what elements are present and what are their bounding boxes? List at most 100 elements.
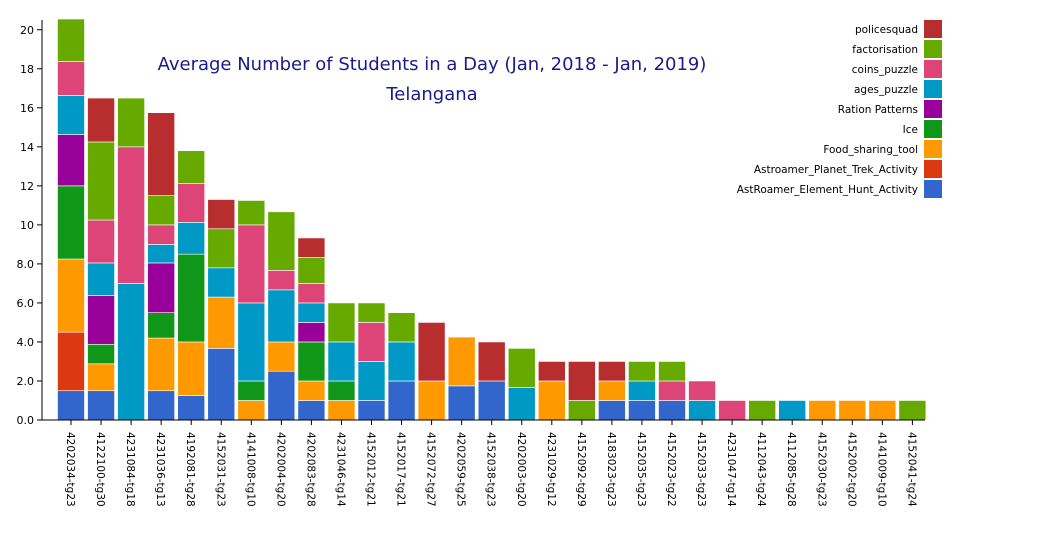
- x-tick-label: 4122100-tg30: [94, 432, 106, 507]
- bar-segment-factorisation-29: [898, 400, 927, 421]
- bar-segment-ages-puzzle-8: [267, 289, 296, 343]
- bar-segment-factorisation-21: [658, 361, 686, 382]
- bar-segment-food-sharing-tool-26: [808, 400, 837, 421]
- bar-segment-astroamer-element-hunt-activity-6: [207, 348, 236, 421]
- bar-segment-ration-patterns-4: [147, 262, 175, 313]
- bar-segment-ages-puzzle-22: [688, 400, 716, 421]
- x-tick-label: 4231047-tg14: [725, 432, 737, 507]
- x-tick-label: 4231036-tg13: [154, 432, 166, 507]
- legend-label-astroamer-planet-trek-activity: Astroamer_Planet_Trek_Activity: [754, 164, 918, 176]
- x-tick-label: 4152002-tg20: [845, 432, 857, 507]
- x-tick-label: 4231029-tg12: [545, 432, 557, 507]
- bar-segment-ages-puzzle-2: [87, 262, 115, 296]
- bar-segment-food-sharing-tool-5: [177, 341, 205, 396]
- bar-segment-ice-9: [297, 341, 326, 382]
- x-tick-label: 4183023-tg23: [605, 432, 617, 507]
- x-tick-label: 4152017-tg21: [395, 432, 407, 507]
- bar-segment-coins-puzzle-9: [297, 283, 326, 304]
- bar-segment-astroamer-element-hunt-activity-4: [147, 390, 175, 421]
- bar-segment-factorisation-10: [327, 302, 356, 343]
- bar-segment-astroamer-element-hunt-activity-9: [297, 400, 326, 421]
- x-tick-label: 4152072-tg27: [425, 432, 437, 507]
- x-tick-label: 4202059-tg25: [455, 432, 467, 507]
- x-tick-label: 4202004-tg20: [274, 432, 286, 507]
- bar-segment-food-sharing-tool-1: [57, 258, 85, 333]
- bar-segment-coins-puzzle-7: [237, 224, 266, 304]
- bar-segment-policesquad-4: [147, 112, 175, 196]
- bar-segment-food-sharing-tool-7: [237, 400, 266, 421]
- bar-segment-coins-puzzle-1: [57, 61, 85, 96]
- bar-segment-coins-puzzle-22: [688, 380, 716, 401]
- bar-segment-factorisation-1: [57, 18, 85, 62]
- bar-segment-policesquad-13: [417, 322, 446, 382]
- bar-segment-ages-puzzle-7: [237, 302, 266, 382]
- bar-segment-coins-puzzle-21: [658, 380, 686, 401]
- y-tick-label: 14: [20, 141, 34, 154]
- legend-swatch-factorisation: [924, 40, 942, 58]
- axis-layer: 4202034-tg23 4122100-tg30 4231084-tg18 4231…: [17, 20, 925, 507]
- legend-swatch-policesquad: [924, 20, 942, 38]
- bar-segment-food-sharing-tool-10: [327, 400, 356, 421]
- legend-label-ice: Ice: [903, 124, 918, 136]
- bar-segment-coins-puzzle-4: [147, 224, 175, 245]
- bar-segment-astroamer-element-hunt-activity-5: [177, 395, 205, 421]
- y-tick-label: 12: [20, 180, 34, 193]
- y-tick-label: 8.0: [17, 258, 35, 271]
- x-tick-label: 4152023-tg22: [665, 432, 677, 507]
- legend-swatch-astroamer-planet-trek-activity: [924, 160, 942, 178]
- bar-segment-ages-puzzle-6: [207, 267, 236, 298]
- chart-subtitle: Telangana: [385, 84, 477, 105]
- legend-swatch-coins-puzzle: [924, 60, 942, 78]
- bar-segment-factorisation-9: [297, 257, 326, 284]
- bar-segment-policesquad-19: [598, 361, 626, 382]
- legend-swatch-ice: [924, 120, 942, 138]
- bar-segment-ages-puzzle-1: [57, 95, 85, 135]
- bar-segment-ages-puzzle-11: [357, 361, 386, 401]
- bar-segment-factorisation-12: [387, 312, 416, 343]
- bar-segment-coins-puzzle-3: [117, 146, 145, 284]
- bar-segment-ice-7: [237, 380, 266, 401]
- bar-segment-ration-patterns-2: [87, 295, 115, 345]
- bar-segment-ice-5: [177, 253, 205, 343]
- x-tick-label: 4192081-tg28: [184, 432, 196, 507]
- bar-segment-factorisation-3: [117, 97, 145, 148]
- bar-segment-factorisation-16: [507, 348, 536, 388]
- x-tick-label: 4152012-tg21: [365, 432, 377, 507]
- x-tick-label: 4202034-tg23: [64, 432, 76, 507]
- x-tick-label: 4141008-tg10: [244, 432, 256, 507]
- legend-swatch-astroamer-element-hunt-activity: [924, 180, 942, 198]
- bar-segment-coins-puzzle-8: [267, 270, 296, 291]
- bar-segment-factorisation-20: [628, 361, 656, 382]
- bar-segment-food-sharing-tool-4: [147, 337, 175, 392]
- y-tick-label: 10: [20, 219, 34, 232]
- bar-segment-factorisation-11: [357, 302, 386, 323]
- bar-segment-ice-1: [57, 185, 85, 260]
- bar-segment-astroamer-element-hunt-activity-11: [357, 400, 386, 421]
- bar-segment-ice-10: [327, 380, 356, 401]
- y-tick-label: 16: [20, 102, 34, 115]
- bar-segment-factorisation-24: [748, 400, 776, 421]
- bar-segment-ice-4: [147, 312, 175, 339]
- bar-segment-policesquad-9: [297, 237, 326, 258]
- bar-segment-policesquad-17: [537, 361, 566, 382]
- bar-segment-astroamer-element-hunt-activity-19: [598, 400, 626, 421]
- bar-segment-astroamer-element-hunt-activity-20: [628, 400, 656, 421]
- bar-segment-astroamer-element-hunt-activity-2: [87, 390, 115, 421]
- x-tick-label: 4202003-tg20: [515, 432, 527, 507]
- bar-segment-astroamer-element-hunt-activity-1: [57, 390, 85, 421]
- x-tick-label: 4152041-tg24: [905, 432, 917, 507]
- x-tick-label: 4141009-tg10: [875, 432, 887, 507]
- bar-segment-ration-patterns-1: [57, 134, 85, 187]
- bar-segment-factorisation-5: [177, 150, 205, 184]
- bar-segment-policesquad-6: [207, 199, 236, 230]
- bar-segment-ages-puzzle-16: [507, 387, 536, 421]
- bar-segment-ages-puzzle-10: [327, 341, 356, 382]
- bar-segment-ice-2: [87, 343, 115, 365]
- bar-segment-factorisation-18: [568, 400, 596, 421]
- legend-label-ages-puzzle: ages_puzzle: [854, 84, 918, 96]
- bar-segment-astroamer-planet-trek-activity-1: [57, 331, 85, 392]
- x-tick-label: 4112085-tg28: [785, 432, 797, 507]
- bar-segment-ages-puzzle-4: [147, 244, 175, 264]
